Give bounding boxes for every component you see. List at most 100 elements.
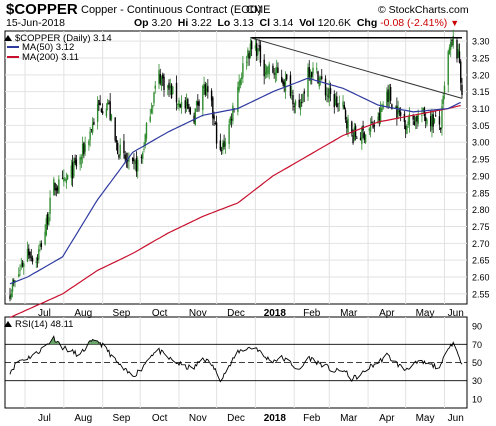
quote-summary: Op 3.20 Hi 3.22 Lo 3.13 Cl 3.14 Vol 120.… (134, 17, 459, 29)
candle-body (185, 101, 188, 107)
candle-body (389, 87, 392, 101)
candle-body (264, 71, 267, 75)
candle-body (110, 114, 113, 120)
candle-body (230, 118, 233, 121)
candle-body (48, 217, 50, 225)
candle-body (58, 179, 60, 194)
rsi-x-tick-label: Jul (38, 413, 51, 424)
candle-body (460, 61, 462, 83)
rsi-x-tick-label: Feb (303, 413, 321, 424)
candle-body (240, 77, 243, 79)
open-label: Op (134, 17, 149, 29)
candle-body (364, 134, 367, 143)
candle-body (239, 79, 242, 85)
candle-body (414, 116, 417, 122)
candle-body (202, 86, 204, 111)
candle-body (96, 103, 99, 122)
candle-body (284, 78, 287, 92)
candle-body (398, 110, 401, 113)
ma200-line (9, 104, 461, 319)
low-label: Lo (217, 17, 231, 29)
candle-body (109, 101, 111, 120)
candle-body (46, 214, 49, 225)
price-x-tick-label: Sep (113, 308, 131, 319)
candle-body (238, 81, 240, 91)
candle-body (361, 127, 363, 144)
candle-body (272, 65, 274, 73)
candle-body (172, 86, 174, 95)
price-x-tick-label: Jul (38, 308, 51, 319)
candle-body (388, 90, 391, 101)
candle-body (249, 43, 252, 57)
candle-body (215, 122, 218, 144)
candle-body (105, 108, 108, 116)
rsi-x-tick-label: 2018 (264, 413, 287, 424)
candle-body (177, 103, 179, 105)
candle-body (134, 161, 136, 164)
candle-body (248, 53, 250, 59)
candle-body (99, 102, 101, 106)
candle-body (188, 107, 190, 109)
candle-body (347, 118, 349, 133)
candle-body (212, 97, 214, 119)
candle-body (28, 248, 30, 256)
candle-body (352, 135, 354, 144)
candle-body (275, 66, 278, 73)
chart-header: $COPPER Copper - Continuous Contract (EO… (0, 0, 496, 30)
candle-body (11, 282, 14, 292)
candle-body (404, 125, 407, 130)
candle-body (298, 99, 300, 107)
candle-body (163, 76, 165, 91)
price-y-tick-label: 3.20 (472, 70, 490, 80)
price-x-tick-label: Dec (227, 308, 245, 319)
candle-body (263, 59, 265, 77)
candle-body (91, 123, 94, 133)
candle-body (396, 105, 398, 119)
candle-body (289, 75, 292, 97)
candle-body (447, 51, 449, 85)
candle-body (452, 35, 454, 46)
candle-body (169, 86, 171, 88)
candle-body (81, 144, 84, 156)
candle-body (302, 94, 304, 102)
candle-body (137, 159, 139, 172)
candle-body (204, 84, 207, 95)
candle-body (346, 120, 348, 129)
candle-body (406, 126, 408, 134)
candle-body (21, 262, 24, 267)
candle-body (329, 88, 332, 94)
candle-body (187, 99, 189, 109)
rsi-y-tick-label: 10 (472, 394, 482, 404)
candle-body (162, 74, 164, 79)
candle-body (450, 41, 452, 50)
candle-body (254, 45, 257, 49)
candle-body (391, 104, 393, 110)
price-y-tick-label: 2.55 (472, 289, 490, 299)
candle-body (303, 91, 305, 94)
candle-body (316, 68, 318, 70)
candle-body (150, 108, 153, 113)
candle-body (135, 157, 138, 172)
candle-body (250, 41, 253, 50)
candle-body (386, 91, 388, 108)
change-value: -0.08 (-2.41%) (380, 17, 448, 29)
candle-body (292, 95, 294, 105)
candle-body (178, 100, 180, 107)
rsi-legend-triangle-icon (4, 321, 12, 327)
candle-body (39, 244, 41, 246)
candle-body (311, 71, 313, 77)
candle-body (408, 114, 411, 126)
candle-body (153, 92, 155, 104)
candle-body (143, 149, 145, 150)
candle-body (126, 160, 129, 162)
candle-body (379, 107, 382, 122)
candle-body (80, 157, 83, 160)
candle-body (75, 159, 78, 167)
price-x-tick-label: Apr (379, 308, 395, 319)
candle-body (461, 84, 463, 96)
price-x-tick-label: Mar (340, 308, 358, 319)
candle-body (456, 39, 458, 59)
candle-body (387, 89, 389, 103)
candle-body (268, 64, 270, 75)
